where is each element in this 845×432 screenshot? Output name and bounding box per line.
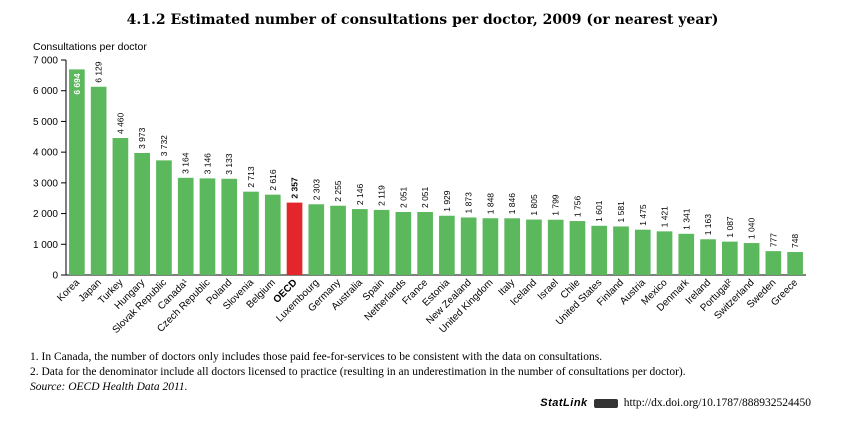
bar-value-label: 1 848 xyxy=(485,193,495,215)
source-note: Source: OECD Health Data 2011. xyxy=(30,381,188,393)
bar xyxy=(156,160,172,275)
bar-value-label: 1 087 xyxy=(725,216,735,238)
bar-value-label: 2 303 xyxy=(311,179,321,201)
bar-value-label: 748 xyxy=(790,234,800,248)
bar-value-label: 2 051 xyxy=(420,186,430,208)
bar-value-label: 1 163 xyxy=(703,214,713,236)
bar-value-label: 1 873 xyxy=(464,192,474,214)
bar xyxy=(460,217,477,275)
bar-value-label: 3 146 xyxy=(202,153,212,175)
bar-value-label: 1 581 xyxy=(616,201,626,223)
x-tick-label: Korea xyxy=(55,277,82,304)
y-axis-label: Consultations per doctor xyxy=(33,41,147,53)
bar-value-label: 1 799 xyxy=(551,194,561,216)
y-tick-label: 5 000 xyxy=(33,117,58,128)
bar-value-label: 3 133 xyxy=(224,153,234,175)
bar xyxy=(700,239,716,275)
bar xyxy=(199,178,216,275)
bar-value-label: 1 421 xyxy=(660,206,670,228)
bar xyxy=(330,205,346,275)
bar xyxy=(656,231,673,275)
bar xyxy=(787,252,803,275)
bar xyxy=(765,251,782,275)
bar-value-label: 2 146 xyxy=(355,184,365,206)
x-tick-label: Israel xyxy=(536,277,561,302)
bar xyxy=(504,218,521,275)
bar-value-label: 2 713 xyxy=(246,166,256,188)
bar-value-label: 1 929 xyxy=(442,190,452,212)
y-tick-label: 3 000 xyxy=(33,178,58,189)
bar xyxy=(286,202,303,275)
bar-value-label: 6 694 xyxy=(72,73,82,95)
bar xyxy=(417,212,433,275)
bar xyxy=(613,226,629,275)
bar-value-label: 2 616 xyxy=(268,169,278,191)
bar-value-label: 6 129 xyxy=(94,61,104,83)
bar xyxy=(90,86,107,276)
footnotes: 1. In Canada, the number of doctors only… xyxy=(30,350,686,395)
chart-title: 4.1.2 Estimated number of consultations … xyxy=(126,12,719,28)
bar xyxy=(134,152,151,275)
bar xyxy=(221,178,238,275)
statlink-brand: StatLink xyxy=(540,397,588,409)
bar xyxy=(69,69,85,275)
bar xyxy=(177,177,194,275)
bar-value-label: 1 341 xyxy=(681,208,691,230)
bar xyxy=(678,233,695,275)
bar xyxy=(373,209,390,275)
bar-value-label: 777 xyxy=(768,233,778,247)
bar-value-label: 1 475 xyxy=(638,204,648,226)
bar-value-label: 1 601 xyxy=(594,200,604,222)
bar-value-label: 2 357 xyxy=(290,177,300,199)
bar-value-label: 1 805 xyxy=(529,194,539,216)
bar xyxy=(439,215,455,275)
bar-value-label: 1 756 xyxy=(572,196,582,218)
bar-value-label: 4 460 xyxy=(115,112,125,134)
statlink[interactable]: StatLink http://dx.doi.org/10.1787/88893… xyxy=(540,397,811,409)
bar-value-label: 2 119 xyxy=(377,185,387,206)
y-tick-label: 2 000 xyxy=(33,209,58,220)
bar-value-label: 2 051 xyxy=(398,186,408,208)
statlink-logo-icon xyxy=(593,398,618,408)
bar xyxy=(721,241,738,275)
bar xyxy=(743,243,760,275)
bar xyxy=(526,219,542,275)
y-tick-label: 7 000 xyxy=(33,56,58,67)
y-tick-label: 0 xyxy=(52,271,58,282)
y-tick-label: 4 000 xyxy=(33,148,58,159)
bar xyxy=(634,229,651,275)
bar-value-label: 1 846 xyxy=(507,193,517,215)
bar xyxy=(569,221,586,275)
bar xyxy=(264,194,281,275)
y-tick-label: 6 000 xyxy=(33,86,58,97)
bar-value-label: 3 164 xyxy=(181,152,191,174)
bar-value-label: 3 973 xyxy=(137,127,147,149)
bar xyxy=(482,218,499,275)
bar xyxy=(112,138,129,275)
y-tick-label: 1 000 xyxy=(33,240,58,251)
bar xyxy=(308,204,325,275)
bar-value-label: 1 040 xyxy=(747,218,757,240)
footnote-1: 1. In Canada, the number of doctors only… xyxy=(30,351,603,363)
bar-chart: Consultations per doctor 0 1 000 2 000 3 000… xyxy=(33,41,806,336)
statlink-url[interactable]: http://dx.doi.org/10.1787/888932524450 xyxy=(623,397,811,409)
bar-value-label: 2 255 xyxy=(333,180,343,202)
bar xyxy=(243,191,259,275)
bar xyxy=(591,225,608,275)
bar xyxy=(395,212,412,275)
footnote-2: 2. Data for the denominator include all … xyxy=(30,366,686,378)
bar-value-label: 3 732 xyxy=(159,135,169,157)
bar xyxy=(547,219,564,275)
bar xyxy=(351,209,368,275)
